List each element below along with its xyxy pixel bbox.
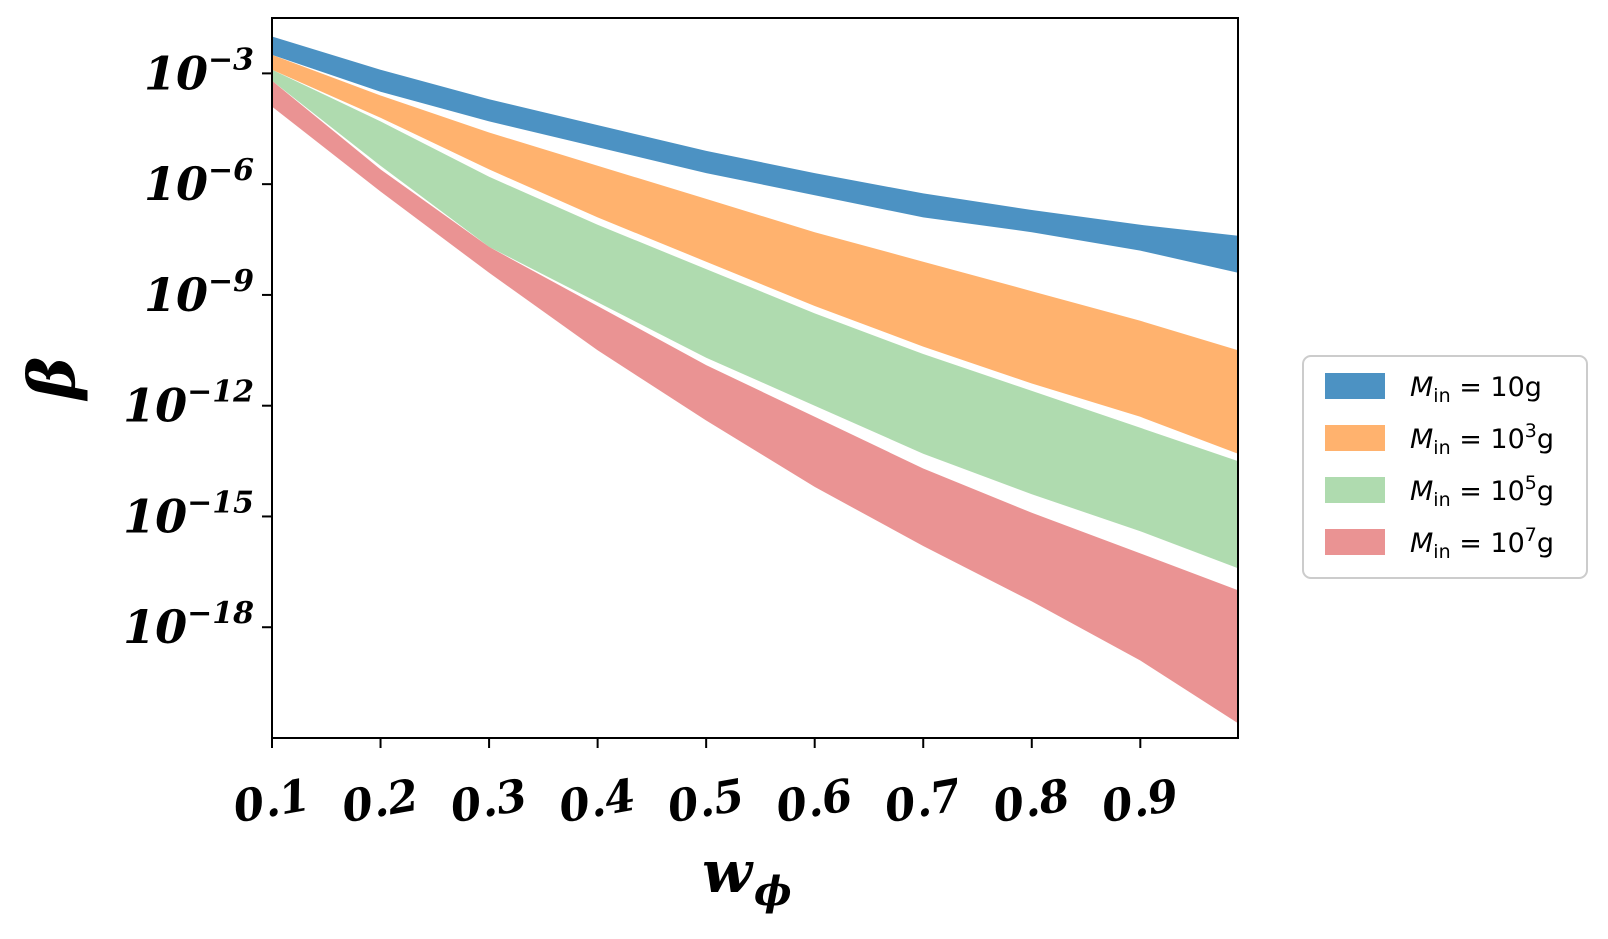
- legend-label: Min = 10g: [1410, 372, 1542, 407]
- y-tick-label: 10−9: [144, 264, 254, 322]
- y-axis-ticks: 10−3 10−6 10−9 10−12 10−15 10−18: [123, 42, 272, 654]
- legend-label: Min = 103g: [1410, 420, 1554, 459]
- legend-item: Min = 103g: [1325, 420, 1554, 459]
- svg-text:w: w: [702, 838, 754, 906]
- y-tick-label: 10−6: [144, 153, 254, 211]
- band-series-3: [272, 69, 1238, 569]
- legend-swatch: [1325, 477, 1385, 503]
- legend-swatch: [1325, 425, 1385, 451]
- legend-swatch: [1325, 529, 1385, 555]
- x-axis-label: w ϕ: [702, 838, 792, 915]
- legend-label: Min = 107g: [1410, 524, 1554, 563]
- plot-frame: [271, 17, 1239, 739]
- y-tick-label: 10−12: [123, 375, 254, 433]
- band-series-4: [272, 80, 1238, 724]
- svg-text:ϕ: ϕ: [754, 868, 792, 915]
- legend-item: Min = 107g: [1325, 524, 1554, 563]
- band-series-1: [272, 36, 1238, 273]
- legend-item: Min = 105g: [1325, 472, 1554, 511]
- legend: Min = 10g Min = 103g Min = 105g Min = 107g: [1302, 355, 1588, 579]
- series-bands: [272, 36, 1238, 724]
- legend-frame: [1302, 355, 1588, 579]
- y-tick-label: 10−15: [123, 485, 254, 543]
- x-axis-ticks: 0.1 0.2 0.3 0.4 0.5 0.6 0.7 0.8 0.9: [230, 738, 1182, 833]
- legend-label: Min = 105g: [1410, 472, 1554, 511]
- y-tick-label: 10−3: [144, 42, 254, 100]
- band-series-2: [272, 54, 1238, 454]
- legend-swatch: [1325, 373, 1385, 399]
- y-axis-label: β: [15, 357, 90, 402]
- legend-item: Min = 10g: [1325, 372, 1542, 407]
- y-tick-label: 10−18: [123, 596, 254, 654]
